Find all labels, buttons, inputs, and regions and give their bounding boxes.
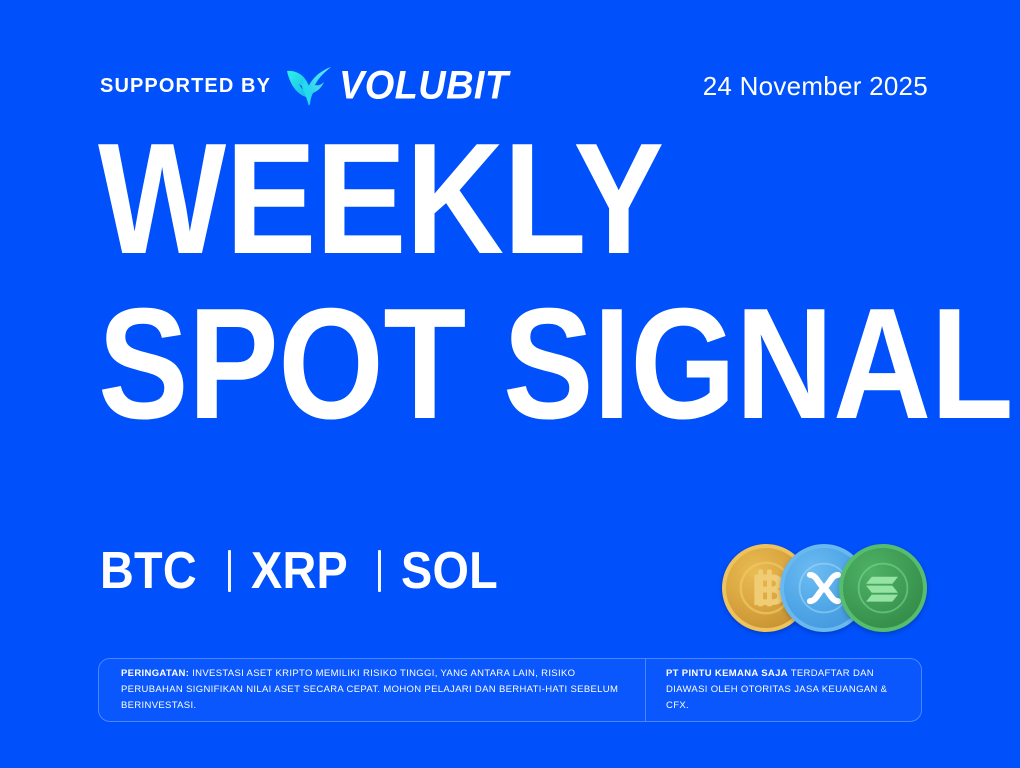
headline-line-1: WEEKLY: [98, 111, 664, 287]
ticker-divider: [227, 550, 231, 592]
footer-license-lead: PT PINTU KEMANA SAJA: [666, 668, 788, 680]
poster-header: SUPPORTED BY: [100, 62, 928, 110]
solana-coin-icon: [839, 544, 927, 632]
footer-warning-lead: PERINGATAN:: [121, 668, 190, 680]
ticker-xrp: XRP: [250, 542, 348, 600]
volubit-brand-lockup: VOLUBIT: [285, 64, 508, 108]
footer-warning-body: INVESTASI ASET KRIPTO MEMILIKI RISIKO TI…: [121, 668, 619, 711]
footer-warning-text: PERINGATAN: INVESTASI ASET KRIPTO MEMILI…: [121, 666, 629, 713]
ticker-list: BTC XRP SOL: [100, 545, 509, 597]
coin-icon-cluster: [722, 540, 928, 636]
footer-disclaimer-card: PERINGATAN: INVESTASI ASET KRIPTO MEMILI…: [98, 658, 922, 722]
poster-headline: WEEKLY SPOT SIGNAL: [98, 111, 1014, 452]
footer-license-column: PT PINTU KEMANA SAJA TERDAFTAR DAN DIAWA…: [645, 659, 921, 721]
headline-line-2: SPOT SIGNAL: [98, 275, 1014, 452]
footer-warning-column: PERINGATAN: INVESTASI ASET KRIPTO MEMILI…: [99, 659, 645, 721]
ticker-btc: BTC: [100, 542, 197, 600]
ticker-divider: [378, 550, 382, 592]
supported-by-label: SUPPORTED BY: [100, 75, 272, 97]
ticker-sol: SOL: [401, 542, 499, 600]
volubit-bird-logo-icon: [285, 64, 333, 108]
supported-by-group: SUPPORTED BY: [100, 64, 508, 108]
footer-license-body: TERDAFTAR DAN DIAWASI OLEH OTORITAS JASA…: [666, 668, 888, 711]
footer-license-text: PT PINTU KEMANA SAJA TERDAFTAR DAN DIAWA…: [666, 666, 905, 713]
volubit-wordmark: VOLUBIT: [339, 64, 509, 108]
poster-date: 24 November 2025: [702, 71, 928, 101]
